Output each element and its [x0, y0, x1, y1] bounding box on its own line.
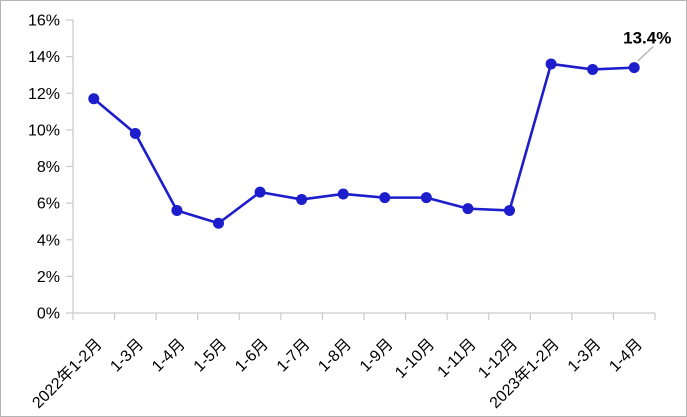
data-point: [88, 93, 100, 105]
x-axis-label: 1-6月: [232, 336, 272, 376]
data-point: [545, 58, 557, 70]
data-point: [587, 63, 599, 75]
data-point: [213, 217, 224, 229]
x-axis-label: 1-10月: [392, 336, 438, 382]
data-point: [129, 128, 141, 140]
x-axis-label: 1-8月: [315, 336, 355, 376]
x-axis-label: 1-9月: [357, 336, 397, 376]
y-tick-label: 4%: [37, 232, 60, 249]
x-axis-label: 2022年1-2月: [29, 335, 106, 412]
y-tick-label: 8%: [37, 159, 60, 176]
x-axis-label: 1-4月: [606, 336, 646, 376]
y-tick-label: 12%: [28, 86, 60, 103]
data-line: [92, 62, 636, 225]
data-label-annotation: 13.4%: [623, 29, 671, 48]
data-point: [296, 193, 308, 205]
y-tick-label: 16%: [28, 13, 60, 30]
data-point: [171, 204, 183, 216]
x-axis-label: 1-3月: [107, 336, 147, 376]
data-point: [337, 188, 349, 200]
y-tick-label: 14%: [28, 49, 60, 66]
x-axis-label: 1-7月: [274, 336, 314, 376]
y-tick-label: 0%: [37, 306, 60, 323]
data-point: [254, 186, 266, 198]
data-point: [504, 204, 515, 216]
data-point: [420, 192, 432, 204]
x-axis-label: 1-11月: [435, 336, 480, 381]
x-axis-label: 1-3月: [565, 336, 605, 376]
y-tick-label: 10%: [28, 122, 60, 139]
x-axis-label: 1-5月: [191, 336, 231, 376]
annotation-leader-line: [637, 46, 654, 62]
data-point: [379, 192, 391, 204]
y-tick-label: 2%: [37, 269, 60, 286]
data-point: [628, 62, 640, 74]
data-point: [462, 203, 474, 215]
x-axis-label: 1-4月: [149, 336, 189, 376]
y-tick-label: 6%: [37, 196, 60, 213]
